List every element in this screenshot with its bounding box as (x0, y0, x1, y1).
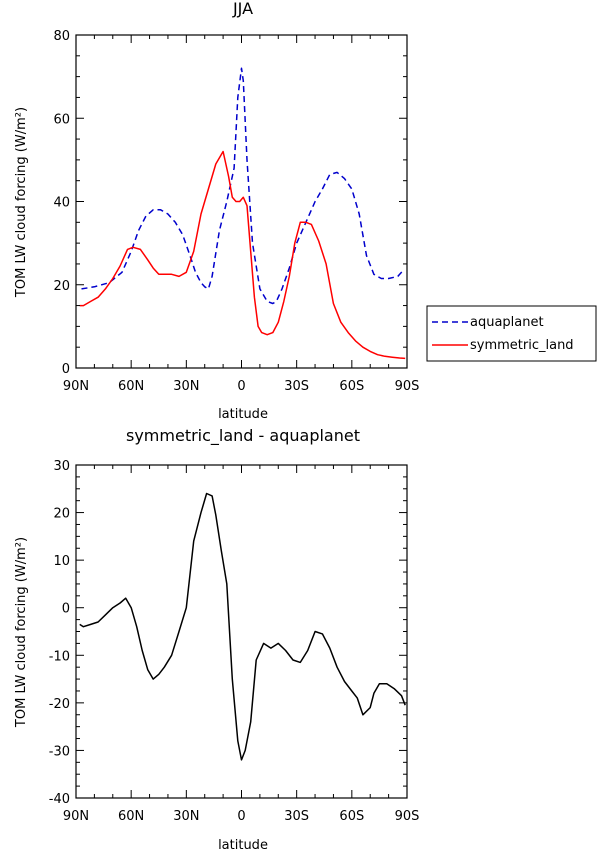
x-tick-label: 30S (284, 809, 309, 824)
x-tick-label: 90N (63, 379, 89, 394)
y-tick-label: 10 (53, 554, 70, 569)
y-tick-label: 20 (53, 279, 70, 294)
series-line-0-0 (81, 67, 404, 305)
x-tick-label: 90S (395, 809, 420, 824)
y-tick-label: -20 (49, 697, 70, 712)
x-tick-label: 60S (339, 379, 364, 394)
x-tick-label: 60S (339, 809, 364, 824)
legend-label-aquaplanet: aquaplanet (470, 315, 544, 330)
y-tick-label: 20 (53, 507, 70, 522)
x-tick-label: 30N (173, 809, 199, 824)
plot-frame-0 (75, 34, 408, 369)
legend-box (426, 305, 597, 362)
x-tick-label: 30N (173, 379, 199, 394)
panel-bottom: symmetric_land - aquaplanet latitude TOM… (14, 426, 419, 851)
plot-frame-1 (75, 464, 408, 799)
y-axis-label-top: TOM LW cloud forcing (W/m²) (14, 107, 29, 298)
y-tick-label: -30 (49, 744, 70, 759)
x-axis-label-bottom: latitude (218, 838, 268, 851)
x-tick-label: 60N (118, 379, 144, 394)
legend-label-symmetric-land: symmetric_land (470, 338, 574, 353)
series-line-0-1 (79, 150, 406, 360)
x-axis-label-top: latitude (218, 407, 268, 422)
x-tick-label: 30S (284, 379, 309, 394)
y-tick-label: -40 (49, 792, 70, 807)
y-tick-label: 0 (62, 362, 70, 377)
y-tick-label: 80 (53, 29, 70, 44)
legend: aquaplanet symmetric_land (426, 305, 597, 362)
x-tick-label: 0 (237, 379, 245, 394)
x-tick-label: 90S (395, 379, 420, 394)
y-tick-label: 0 (62, 602, 70, 617)
panel-top: JJA latitude TOM LW cloud forcing (W/m²)… (14, 0, 419, 422)
x-tick-label: 0 (237, 809, 245, 824)
x-tick-label: 60N (118, 809, 144, 824)
y-axis-label-bottom: TOM LW cloud forcing (W/m²) (14, 537, 29, 728)
y-tick-label: -10 (49, 649, 70, 664)
x-tick-label: 90N (63, 809, 89, 824)
chart-title-top: JJA (232, 0, 253, 18)
y-tick-label: 40 (53, 196, 70, 211)
y-tick-label: 30 (53, 459, 70, 474)
y-tick-label: 60 (53, 112, 70, 127)
series-line-1-0 (79, 492, 406, 761)
chart-title-bottom: symmetric_land - aquaplanet (126, 426, 360, 446)
